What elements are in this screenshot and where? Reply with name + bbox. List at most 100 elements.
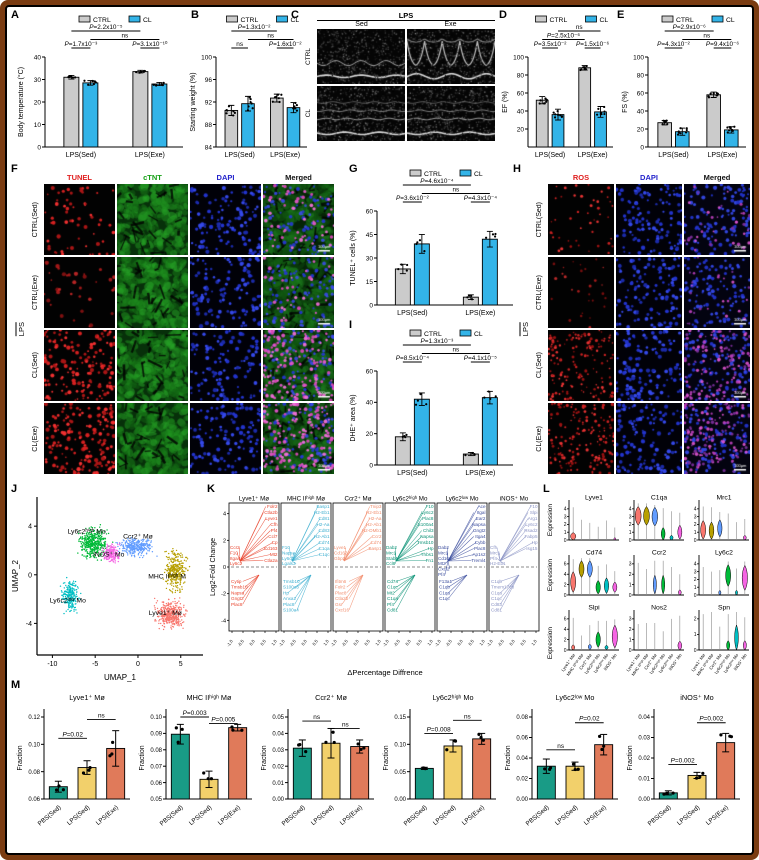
y-tick-label: 3 <box>629 514 632 520</box>
panel-letter-m: M <box>11 679 21 691</box>
data-point <box>87 83 90 86</box>
data-point <box>162 81 165 84</box>
panel-letter-a: A <box>11 9 19 21</box>
y-tick-label: 1 <box>629 582 632 588</box>
y-tick-label: 0.02 <box>638 756 650 762</box>
data-point <box>416 399 419 402</box>
gene-label: Gngt2 <box>473 528 486 533</box>
panel-j-umap: Ly6c2ʰⁱᵍʰ Mo iNOS⁺ Mo Ccr2⁺ Mø MHC IIʰⁱᵍʰ M… <box>11 493 207 683</box>
p-value: ns <box>236 41 243 48</box>
data-point <box>209 777 214 781</box>
micrograph-TUNEL-CL(Sed) <box>44 330 115 401</box>
x-group-label: LPS(Sed) <box>224 152 254 159</box>
violin-shape <box>743 535 747 541</box>
data-point <box>676 133 680 136</box>
gene-label: Cd163 <box>438 556 452 561</box>
y-tick-label: 3 <box>694 569 697 575</box>
p-value: P=2.9x10⁻⁶ <box>673 24 707 31</box>
bar <box>443 745 463 800</box>
y-tick-label: 2 <box>564 522 567 528</box>
gene-label: Itga4 <box>230 556 241 561</box>
micrograph-Merged-CTRL(Sed) <box>263 184 334 255</box>
legend-swatch <box>78 15 91 23</box>
micrograph-DAPI-CL(Sed) <box>190 330 261 401</box>
panel-letter-l: L <box>543 483 550 495</box>
micrograph-Merged-CL(Exe) <box>263 403 334 474</box>
data-point <box>473 453 476 456</box>
y-tick-label: 96 <box>205 77 213 84</box>
data-point <box>729 127 732 130</box>
bar <box>413 398 430 466</box>
data-point <box>401 435 404 438</box>
data-point <box>602 744 606 748</box>
facet-title: iNOS⁺ Mo <box>500 496 529 503</box>
y-tick-label: 100 <box>513 54 524 61</box>
x-tick-label: -10 <box>47 661 57 668</box>
violin-shape <box>677 640 682 651</box>
y-tick-label: 0 <box>564 593 567 599</box>
gene-label: Mt2 <box>387 590 395 595</box>
y-tick-label: 0 <box>640 144 644 151</box>
facet-title: MHC IIʰⁱᵍʰ Mø <box>287 495 325 503</box>
x-category-label: LPS(Exe) <box>583 804 608 827</box>
data-point <box>671 791 675 795</box>
y-tick-label: 0.05 <box>394 770 406 776</box>
gene-label: Itga4 <box>475 534 486 539</box>
y-tick-label: 4 <box>223 512 226 518</box>
data-point <box>425 403 428 406</box>
panel-letter-g: G <box>349 163 358 175</box>
p-value: ns <box>342 721 349 728</box>
figure-body: A B C D E F G H I J K L M CTRL CL P=2.2x10… <box>5 5 754 855</box>
gene-label: Ly6c2 <box>230 561 243 566</box>
data-point <box>556 113 560 116</box>
data-point <box>571 762 576 766</box>
gene-label: Plac8 <box>283 602 295 607</box>
data-point <box>489 397 492 400</box>
p-value: ns <box>267 33 274 40</box>
data-point <box>232 110 235 113</box>
panel-letter-e: E <box>617 9 625 21</box>
x-tick-label: 0.5 <box>363 638 371 646</box>
micrograph-cTNT-CL(Exe) <box>117 403 188 474</box>
y-axis-label: Fraction <box>627 745 634 770</box>
y-tick-label: 45 <box>366 232 374 239</box>
bar <box>578 67 592 148</box>
data-point <box>227 105 231 108</box>
gene-label: C1qc <box>319 552 330 557</box>
gene-label: Pf4 <box>490 556 497 561</box>
chart-title: iNOS⁺ Mo <box>680 693 713 702</box>
data-point <box>324 740 328 745</box>
y-tick-label: 2 <box>694 522 697 528</box>
gene-label: Mrc1 <box>490 550 501 555</box>
y-tick-label: 4 <box>564 572 567 578</box>
data-point <box>68 75 71 79</box>
violin-C1qa: C1qa 0 1 2 34 <box>629 495 684 544</box>
y-tick-label: 2 <box>694 617 697 623</box>
data-point <box>405 433 408 436</box>
data-point <box>487 390 490 393</box>
gene-label: Ccl8 <box>386 561 396 566</box>
violin-shape <box>700 520 706 540</box>
y-tick-label: 0 <box>564 648 567 654</box>
y-axis-label: Starting weight (%) <box>190 72 197 131</box>
data-point <box>466 296 469 299</box>
y-tick-label: 0.09 <box>150 732 162 738</box>
micrograph-DAPI-CTRL(Sed) <box>616 184 682 255</box>
facet-title: Ly6c2ˡᵒʷ Mo <box>446 496 479 503</box>
micrograph-Merged-CL(Exe) <box>684 403 750 474</box>
y-axis-label: DHE⁺ area (%) <box>350 394 357 441</box>
x-group-label: LPS(Sed) <box>66 152 96 159</box>
gene-label: Ccl7 <box>268 534 278 539</box>
p-value: P=0.002 <box>671 758 695 765</box>
x-category-label: PBS(Sed) <box>403 804 429 827</box>
data-point <box>481 738 485 742</box>
violin-shape <box>669 535 674 541</box>
data-point <box>142 70 145 73</box>
p-value: P=3.6x10⁻² <box>396 195 429 202</box>
p-value: ns <box>98 712 105 719</box>
data-point <box>416 241 419 244</box>
cluster-label: Ly6c2ʰⁱᵍʰ Mo <box>68 527 106 535</box>
legend-label: CL <box>143 17 152 24</box>
echo-image-CL-Sed <box>317 86 405 141</box>
y-tick-label: 60 <box>366 368 374 375</box>
